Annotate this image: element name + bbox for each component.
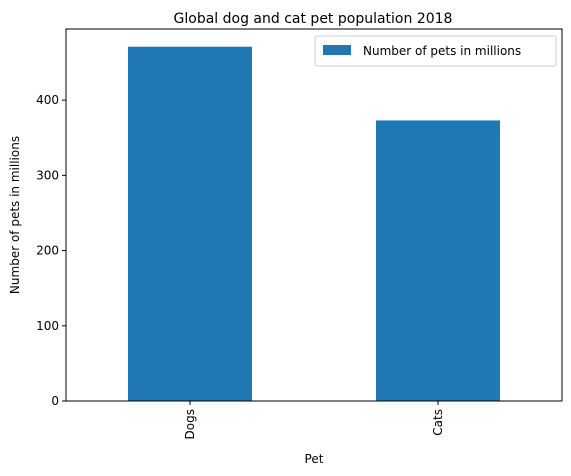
chart-title: Global dog and cat pet population 2018	[174, 11, 453, 27]
legend-swatch	[323, 45, 351, 55]
plot-area: 0 100 200 300 400 Dogs Cats	[36, 28, 563, 439]
bar-cats	[376, 120, 500, 402]
x-axis-ticks: Dogs Cats	[183, 401, 445, 439]
bar-dogs	[128, 46, 252, 401]
legend-entry: Number of pets in millions	[363, 44, 521, 58]
legend-box	[314, 35, 557, 67]
y-tick-label: 400	[36, 93, 59, 107]
x-tick-label-cats: Cats	[431, 409, 445, 436]
x-axis-label: Pet	[305, 452, 324, 466]
y-tick-label: 300	[36, 168, 59, 182]
bars-group	[128, 46, 500, 402]
y-tick-label: 0	[51, 394, 59, 408]
y-axis-ticks: 0 100 200 300 400	[36, 93, 66, 408]
y-axis-label: Number of pets in millions	[8, 136, 22, 294]
y-tick-label: 100	[36, 319, 59, 333]
plot-frame	[65, 28, 563, 402]
legend: Number of pets in millions	[314, 35, 557, 67]
y-tick-label: 200	[36, 244, 59, 258]
x-tick-label-dogs: Dogs	[183, 409, 197, 439]
